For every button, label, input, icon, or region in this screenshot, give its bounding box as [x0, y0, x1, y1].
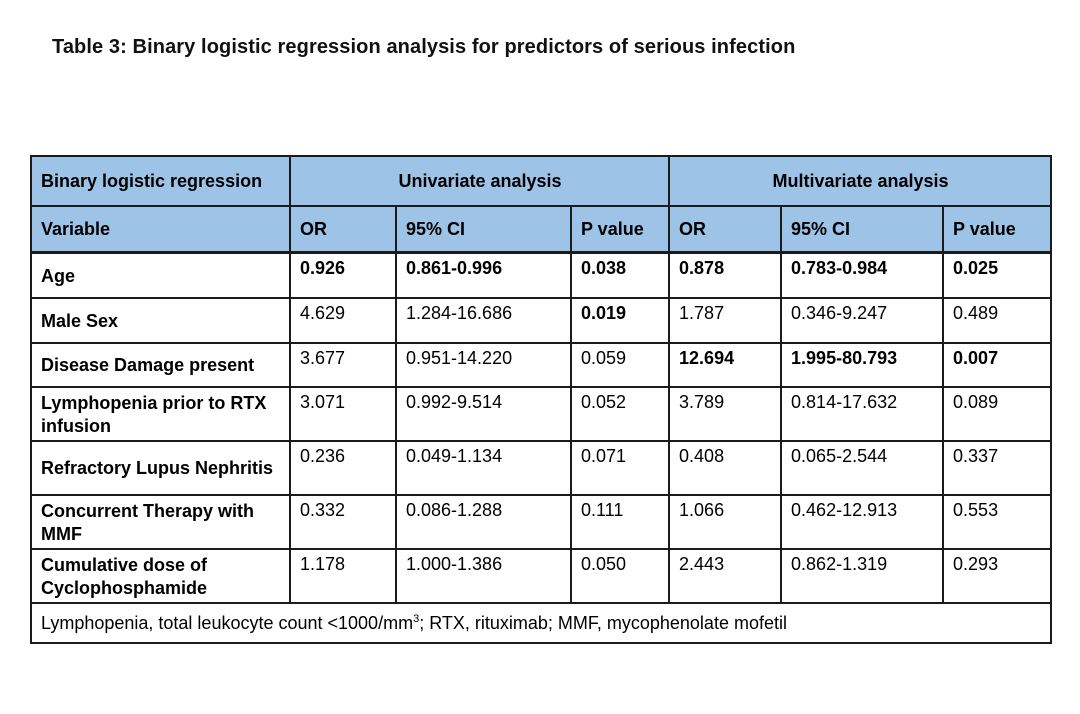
table-cell: 1.178 [289, 548, 397, 604]
table-cell: 4.629 [289, 297, 397, 344]
table-row-male-sex: Male Sex 4.629 1.284-16.686 0.019 1.787 … [30, 297, 1053, 344]
footnote-superscript: 3 [413, 613, 420, 626]
table-cell: 0.862-1.319 [780, 548, 945, 604]
table-row-refractory-nephritis: Refractory Lupus Nephritis 0.236 0.049-1… [30, 440, 1053, 496]
table-cell: 0.089 [942, 386, 1053, 442]
table-cell: 0.050 [569, 548, 671, 604]
header-univariate-analysis: Univariate analysis [288, 155, 671, 207]
column-header-uni-ci: 95% CI [395, 205, 572, 253]
table-cell: 0.332 [289, 494, 397, 550]
table-cell: 0.992-9.514 [395, 386, 572, 442]
table-cell: 1.284-16.686 [395, 297, 572, 344]
footnote-row: Lymphopenia, total leukocyte count <1000… [29, 602, 1053, 644]
table-cell: 0.783-0.984 [780, 251, 945, 299]
row-variable: Cumulative dose of Cyclophosphamide [30, 548, 291, 604]
row-variable: Male Sex [30, 297, 291, 344]
footnote-pre: Lymphopenia, total leukocyte count <1000… [41, 613, 414, 634]
row-variable: Disease Damage present [30, 342, 291, 388]
footnote-text: Lymphopenia, total leukocyte count <1000… [29, 602, 1053, 644]
column-header-uni-or: OR [289, 205, 397, 253]
table-cell: 1.787 [668, 297, 783, 344]
row-variable: Concurrent Therapy with MMF [30, 494, 291, 550]
table-cell: 0.814-17.632 [780, 386, 945, 442]
table-row-disease-damage: Disease Damage present 3.677 0.951-14.22… [30, 342, 1053, 388]
table-cell: 0.019 [569, 297, 671, 344]
table-cell: 0.462-12.913 [780, 494, 945, 550]
table-body: Age 0.926 0.861-0.996 0.038 0.878 0.783-… [29, 251, 1053, 644]
table-cell: 0.878 [668, 251, 783, 299]
column-header-multi-p: P value [942, 205, 1053, 253]
group-header-row: Binary logistic regression Univariate an… [30, 155, 1053, 207]
table-cell: 0.951-14.220 [395, 342, 572, 388]
table-row-concurrent-mmf: Concurrent Therapy with MMF 0.332 0.086-… [30, 494, 1053, 550]
table-cell: 0.038 [569, 251, 671, 299]
row-variable: Refractory Lupus Nephritis [30, 440, 291, 496]
table-cell: 0.071 [569, 440, 671, 496]
header-multivariate-analysis: Multivariate analysis [668, 155, 1053, 207]
column-header-multi-or: OR [668, 205, 783, 253]
table-cell: 0.049-1.134 [395, 440, 572, 496]
table-cell: 0.065-2.544 [780, 440, 945, 496]
table-row-cumulative-cyclophosphamide: Cumulative dose of Cyclophosphamide 1.17… [30, 548, 1053, 604]
table-cell: 0.553 [942, 494, 1053, 550]
table-row-age: Age 0.926 0.861-0.996 0.038 0.878 0.783-… [30, 251, 1053, 299]
table-caption: Table 3: Binary logistic regression anal… [52, 36, 796, 58]
table-cell: 0.025 [942, 251, 1053, 299]
column-header-uni-p: P value [569, 205, 671, 253]
table-cell: 3.789 [668, 386, 783, 442]
table-cell: 0.007 [942, 342, 1053, 388]
footnote-post: ; RTX, rituximab; MMF, mycophenolate mof… [419, 613, 787, 634]
column-header-row: Variable OR 95% CI P value OR 95% CI P v… [30, 205, 1053, 253]
regression-table: Binary logistic regression Univariate an… [29, 155, 1053, 644]
table-row-lymphopenia: Lymphopenia prior to RTX infusion 3.071 … [30, 386, 1053, 442]
table-cell: 0.346-9.247 [780, 297, 945, 344]
row-variable: Lymphopenia prior to RTX infusion [30, 386, 291, 442]
table-cell: 0.059 [569, 342, 671, 388]
table-cell: 0.926 [289, 251, 397, 299]
table-cell: 0.111 [569, 494, 671, 550]
table-cell: 2.443 [668, 548, 783, 604]
table-header: Binary logistic regression Univariate an… [30, 155, 1053, 253]
table-cell: 0.293 [942, 548, 1053, 604]
table-cell: 0.489 [942, 297, 1053, 344]
table-cell: 0.408 [668, 440, 783, 496]
table-cell: 12.694 [668, 342, 783, 388]
table-cell: 1.066 [668, 494, 783, 550]
table-cell: 1.000-1.386 [395, 548, 572, 604]
table-cell: 0.052 [569, 386, 671, 442]
table-cell: 3.071 [289, 386, 397, 442]
table-cell: 0.337 [942, 440, 1053, 496]
table-cell: 0.086-1.288 [395, 494, 572, 550]
row-variable: Age [30, 251, 291, 299]
header-binary-logistic-regression: Binary logistic regression [30, 155, 291, 207]
table-cell: 0.236 [289, 440, 397, 496]
column-header-variable: Variable [30, 205, 291, 253]
table-cell: 3.677 [289, 342, 397, 388]
table-cell: 0.861-0.996 [395, 251, 572, 299]
column-header-multi-ci: 95% CI [780, 205, 945, 253]
table-cell: 1.995-80.793 [780, 342, 945, 388]
